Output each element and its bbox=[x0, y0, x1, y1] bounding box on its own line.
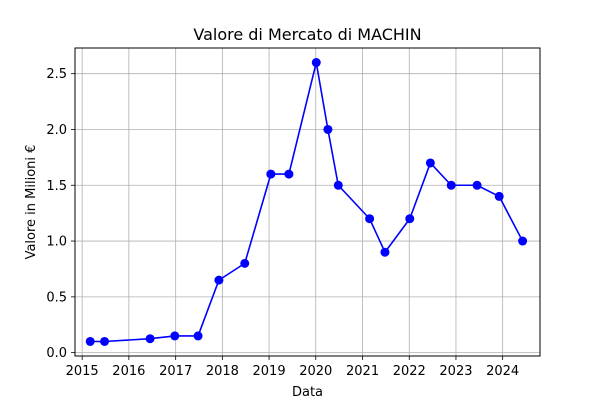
data-point bbox=[405, 214, 415, 224]
data-point bbox=[446, 180, 456, 190]
data-point bbox=[380, 247, 390, 257]
data-point bbox=[170, 331, 180, 341]
data-point bbox=[240, 258, 250, 268]
x-tick-label: 2016 bbox=[112, 364, 145, 379]
y-tick-label: 2.0 bbox=[46, 123, 67, 138]
data-point bbox=[333, 180, 343, 190]
x-tick-label: 2021 bbox=[346, 364, 379, 379]
data-point bbox=[472, 180, 482, 190]
data-point bbox=[214, 275, 224, 285]
data-point bbox=[494, 191, 504, 201]
x-tick-label: 2024 bbox=[486, 364, 519, 379]
y-axis: 0.0 0.5 1.0 1.5 2.0 2.5 bbox=[46, 67, 75, 361]
data-point bbox=[266, 169, 276, 179]
x-tick-label: 2017 bbox=[159, 364, 192, 379]
data-point bbox=[145, 334, 155, 344]
data-point bbox=[193, 331, 203, 341]
x-tick-label: 2015 bbox=[66, 364, 99, 379]
y-tick-label: 1.5 bbox=[46, 179, 67, 194]
x-tick-label: 2023 bbox=[439, 364, 472, 379]
y-axis-label: Valore in Milioni € bbox=[24, 145, 39, 260]
chart-title: Valore di Mercato di MACHIN bbox=[193, 25, 421, 44]
x-axis: 2015 2016 2017 2018 2019 2020 2021 2022 2023 2024 bbox=[66, 356, 519, 379]
data-point bbox=[85, 336, 95, 346]
x-tick-label: 2020 bbox=[299, 364, 332, 379]
y-tick-label: 0.5 bbox=[46, 290, 67, 305]
data-point bbox=[518, 236, 528, 246]
y-tick-label: 2.5 bbox=[46, 67, 67, 82]
data-point bbox=[284, 169, 294, 179]
x-tick-label: 2018 bbox=[206, 364, 239, 379]
data-point bbox=[311, 58, 321, 68]
y-tick-label: 1.0 bbox=[46, 235, 67, 250]
data-point bbox=[100, 336, 110, 346]
data-point bbox=[425, 158, 435, 168]
data-point bbox=[365, 214, 375, 224]
x-axis-label: Data bbox=[292, 385, 323, 400]
data-point bbox=[323, 124, 333, 134]
x-tick-label: 2022 bbox=[393, 364, 426, 379]
x-tick-label: 2019 bbox=[253, 364, 286, 379]
y-tick-label: 0.0 bbox=[46, 346, 67, 361]
plot-frame bbox=[74, 47, 541, 357]
series-layer bbox=[85, 58, 528, 346]
